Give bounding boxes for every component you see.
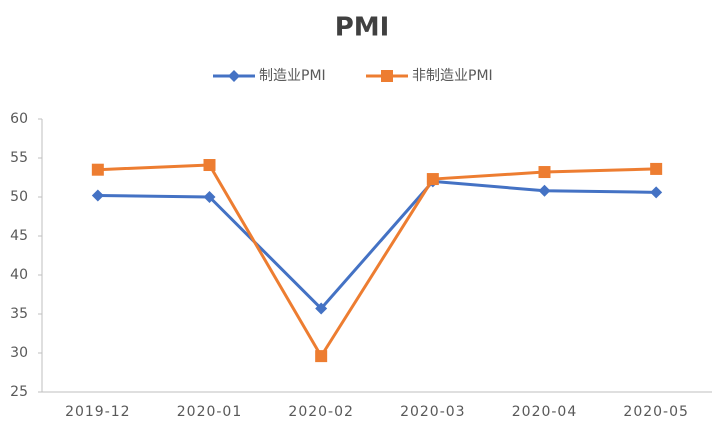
legend-label: 非制造业PMI [412, 68, 493, 84]
y-tick-label: 30 [10, 345, 28, 361]
data-point [91, 163, 104, 176]
x-tick-label: 2020-04 [512, 404, 578, 420]
data-point [203, 159, 216, 172]
data-point [203, 191, 216, 203]
data-point [315, 302, 328, 315]
data-point [91, 189, 104, 202]
x-tick-label: 2020-03 [400, 404, 466, 420]
y-tick-label: 50 [10, 189, 28, 205]
series-line [97, 179, 657, 311]
legend-label: 制造业PMI [259, 68, 326, 84]
data-point [315, 350, 328, 363]
chart-title: PMI [335, 13, 390, 43]
data-point [650, 186, 663, 199]
y-tick-label: 35 [10, 306, 28, 322]
x-tick-label: 2020-01 [177, 404, 243, 420]
data-point [538, 166, 551, 179]
data-point [426, 173, 439, 186]
y-tick-label: 55 [10, 150, 28, 166]
legend-marker [381, 70, 393, 82]
y-tick-label: 25 [10, 384, 28, 400]
series-line [97, 163, 657, 358]
y-tick-label: 60 [10, 111, 28, 127]
y-tick-label: 40 [10, 267, 28, 283]
x-tick-label: 2019-12 [65, 404, 131, 420]
data-point [538, 184, 551, 197]
data-point [650, 162, 663, 175]
x-tick-label: 2020-02 [288, 404, 354, 420]
x-tick-label: 2020-05 [623, 404, 689, 420]
y-tick-label: 45 [10, 228, 28, 244]
legend-marker [228, 70, 240, 82]
